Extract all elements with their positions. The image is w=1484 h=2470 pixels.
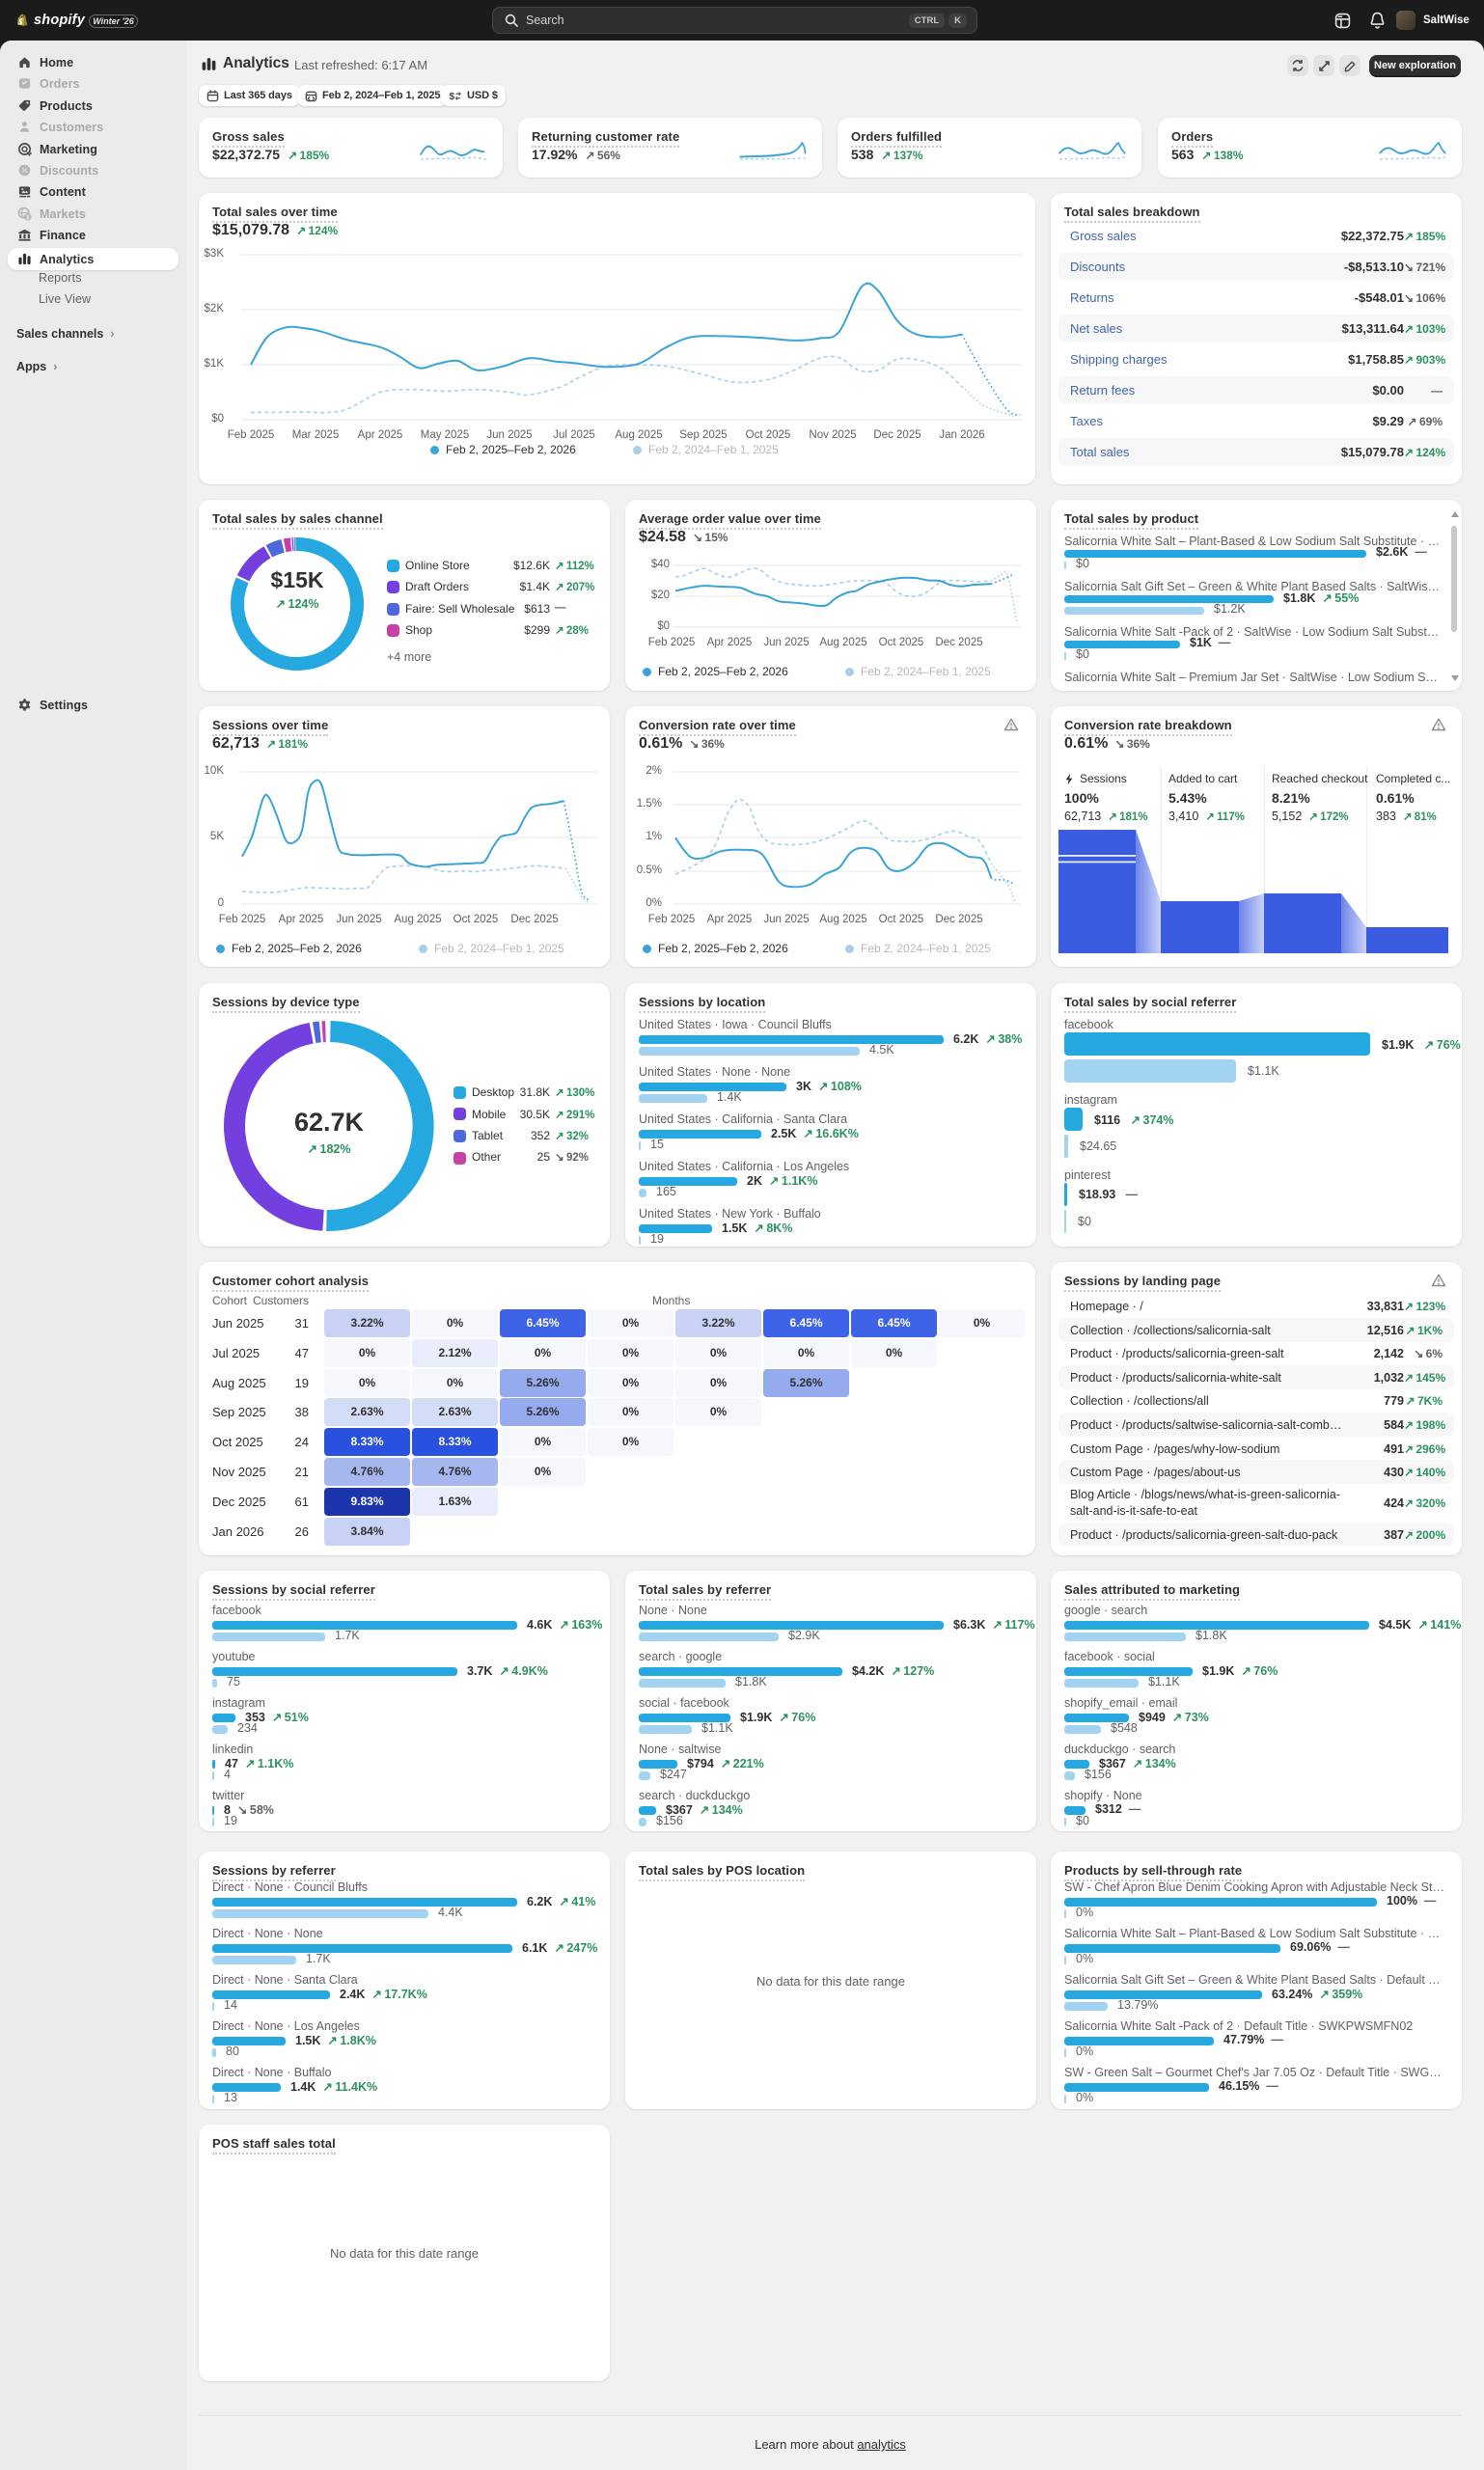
svg-text:$: $	[450, 92, 455, 102]
svg-text:$: $	[26, 214, 30, 221]
